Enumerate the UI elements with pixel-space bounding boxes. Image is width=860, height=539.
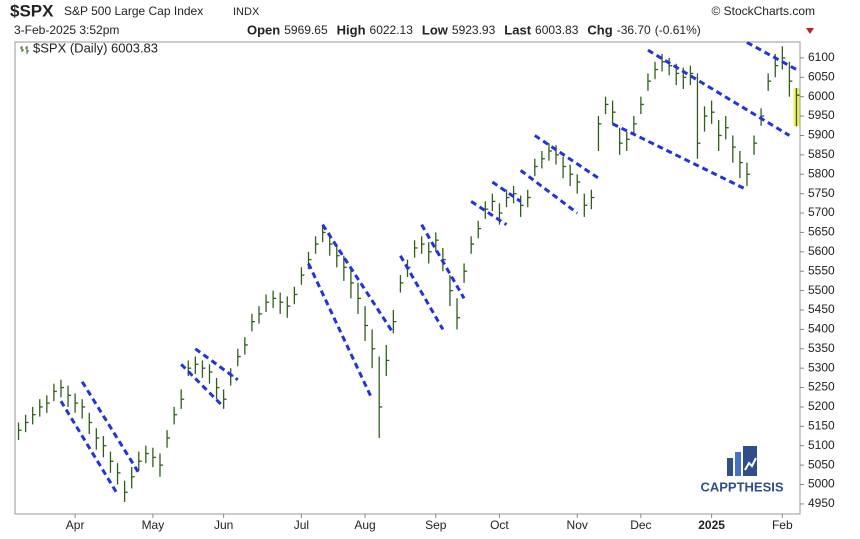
legend-label: $SPX (Daily) 6003.83 <box>33 40 158 55</box>
logo-bar <box>727 458 733 476</box>
trend-line <box>519 169 579 215</box>
y-tick-label: 6100 <box>808 50 835 64</box>
x-tick-label: Dec <box>630 518 651 532</box>
trend-line <box>307 262 374 400</box>
y-tick-label: 5550 <box>808 263 835 277</box>
trend-line <box>533 134 600 180</box>
trend-line <box>647 48 791 137</box>
down-arrow <box>806 28 814 34</box>
watermark: CAPPTHESIS <box>700 479 783 494</box>
legend: $SPX (Daily) 6003.83 <box>20 40 158 55</box>
y-tick-label: 5100 <box>808 438 835 452</box>
x-tick-label: Aug <box>354 518 375 532</box>
y-tick-label: 5700 <box>808 205 835 219</box>
trend-line <box>59 400 119 495</box>
change-percent: (-0.61%) <box>655 23 701 37</box>
trend-line <box>470 200 508 226</box>
trend-line <box>611 122 748 192</box>
y-tick-label: 6000 <box>808 89 835 103</box>
x-tick-label: Jul <box>294 518 309 532</box>
x-tick-label: Nov <box>567 518 588 532</box>
field-label: Chg <box>587 22 612 37</box>
plot-frame <box>14 41 801 515</box>
y-tick-label: 5150 <box>808 419 835 433</box>
y-tick-label: 5800 <box>808 166 835 180</box>
legend-icon <box>20 46 29 54</box>
field-label: High <box>337 22 366 37</box>
y-tick-label: 5600 <box>808 244 835 258</box>
y-tick-label: 5850 <box>808 147 835 161</box>
trend-line <box>321 223 395 335</box>
y-tick-label: 5300 <box>808 360 835 374</box>
source: © StockCharts.com <box>711 4 815 18</box>
field-value: 6022.13 <box>370 23 414 37</box>
logo-bar <box>735 452 741 476</box>
y-tick-label: 5900 <box>808 128 835 142</box>
logo-arrow <box>744 457 757 471</box>
y-tick-label: 5650 <box>808 225 835 239</box>
field-label: Open <box>247 22 280 37</box>
y-tick-label: 5350 <box>808 341 835 355</box>
trend-line <box>194 347 239 382</box>
x-tick-label: Jun <box>214 518 233 532</box>
y-tick-label: 5200 <box>808 399 835 413</box>
x-tick-label: 2025 <box>698 518 725 532</box>
exchange: INDX <box>233 6 260 18</box>
y-tick-label: 5750 <box>808 186 835 200</box>
x-tick-label: Sep <box>425 518 447 532</box>
x-tick-label: Oct <box>490 518 509 532</box>
field-label: Low <box>422 22 449 37</box>
x-tick-label: Apr <box>66 518 85 532</box>
y-tick-label: 5450 <box>808 302 835 316</box>
y-tick-label: 5950 <box>808 108 835 122</box>
y-tick-label: 6050 <box>808 69 835 83</box>
field-label: Last <box>504 22 531 37</box>
field-value: 5969.65 <box>284 23 328 37</box>
index-name: S&P 500 Large Cap Index <box>64 4 203 18</box>
field-value: 5923.93 <box>452 23 496 37</box>
trend-line <box>180 363 225 409</box>
y-tick-label: 5500 <box>808 283 835 297</box>
y-tick-label: 5050 <box>808 457 835 471</box>
trend-line <box>80 380 141 474</box>
trend-line <box>420 223 466 300</box>
trend-line <box>491 180 522 203</box>
x-tick-label: Feb <box>772 518 793 532</box>
y-tick-label: 5250 <box>808 380 835 394</box>
field-value: -36.70 <box>617 23 651 37</box>
symbol: $SPX <box>10 1 54 20</box>
datetime: 3-Feb-2025 3:52pm <box>14 23 119 37</box>
y-tick-label: 5000 <box>808 477 835 491</box>
trend-line <box>399 254 445 331</box>
x-tick-label: May <box>142 518 165 532</box>
quote-fields: Open 5969.65 High 6022.13 Low 5923.93 Last 6003… <box>247 22 701 37</box>
field-value: 6003.83 <box>535 23 579 37</box>
logo: CAPPTHESIS <box>700 446 784 494</box>
y-tick-label: 5400 <box>808 322 835 336</box>
y-tick-label: 4950 <box>808 496 835 510</box>
